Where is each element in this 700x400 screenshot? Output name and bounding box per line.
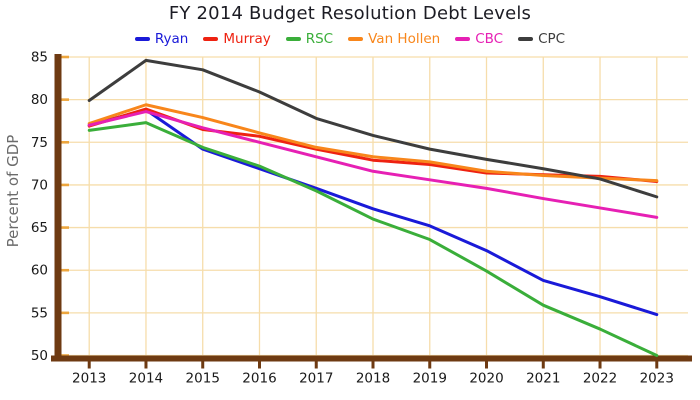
y-tick-label-65: 65 (31, 220, 48, 236)
legend-label-ryan: Ryan (154, 31, 189, 47)
legend-item-ryan: Ryan (134, 31, 189, 47)
legend-swatch-rsc (285, 37, 301, 41)
y-axis-label: Percent of GDP (4, 134, 22, 248)
chart-title: FY 2014 Budget Resolution Debt Levels (168, 3, 532, 24)
legend-item-cpc: CPC (518, 31, 565, 47)
legend-item-cbc: CBC (455, 31, 503, 47)
y-tick-label-80: 80 (31, 92, 48, 108)
legend-swatch-ryan (134, 37, 150, 41)
y-tick-label-60: 60 (31, 263, 48, 279)
x-tick-label-2013: 2013 (72, 371, 106, 387)
legend-label-van-hollen: Van Hollen (368, 31, 441, 47)
x-tick-label-2015: 2015 (186, 371, 220, 387)
legend-swatch-van-hollen (348, 37, 364, 41)
y-tick-label-75: 75 (31, 135, 48, 151)
legend-label-cbc: CBC (475, 31, 504, 47)
series-line-cpc (87, 58, 659, 199)
legend-swatch-cbc (455, 37, 471, 41)
x-tick-label-2017: 2017 (299, 371, 333, 387)
x-tick-label-2021: 2021 (526, 371, 560, 387)
chart-legend: Ryan Murray RSC Van Hollen CBC CPC (0, 31, 700, 47)
x-tick-label-2016: 2016 (242, 371, 276, 387)
x-tick-label-2022: 2022 (583, 371, 617, 387)
x-tick-label-2014: 2014 (129, 371, 163, 387)
x-tick-label-2023: 2023 (640, 371, 674, 387)
series-line-rsc (87, 121, 659, 357)
legend-item-van-hollen: Van Hollen (348, 31, 440, 47)
y-tick-label-70: 70 (31, 177, 48, 193)
x-tick-label-2019: 2019 (413, 371, 447, 387)
y-tick-label-50: 50 (31, 348, 48, 364)
x-tick-label-2018: 2018 (356, 371, 390, 387)
legend-label-murray: Murray (223, 31, 271, 47)
series-line-ryan (87, 108, 659, 317)
legend-label-cpc: CPC (538, 31, 566, 47)
y-tick-label-85: 85 (31, 50, 48, 66)
x-tick-label-2020: 2020 (469, 371, 503, 387)
legend-item-rsc: RSC (285, 31, 334, 47)
legend-item-murray: Murray (203, 31, 271, 47)
y-tick-label-55: 55 (31, 305, 48, 321)
legend-swatch-murray (203, 37, 219, 41)
legend-label-rsc: RSC (305, 31, 334, 47)
series-line-van-hollen (87, 103, 659, 183)
series-line-cbc (87, 110, 659, 219)
legend-swatch-cpc (518, 37, 534, 41)
